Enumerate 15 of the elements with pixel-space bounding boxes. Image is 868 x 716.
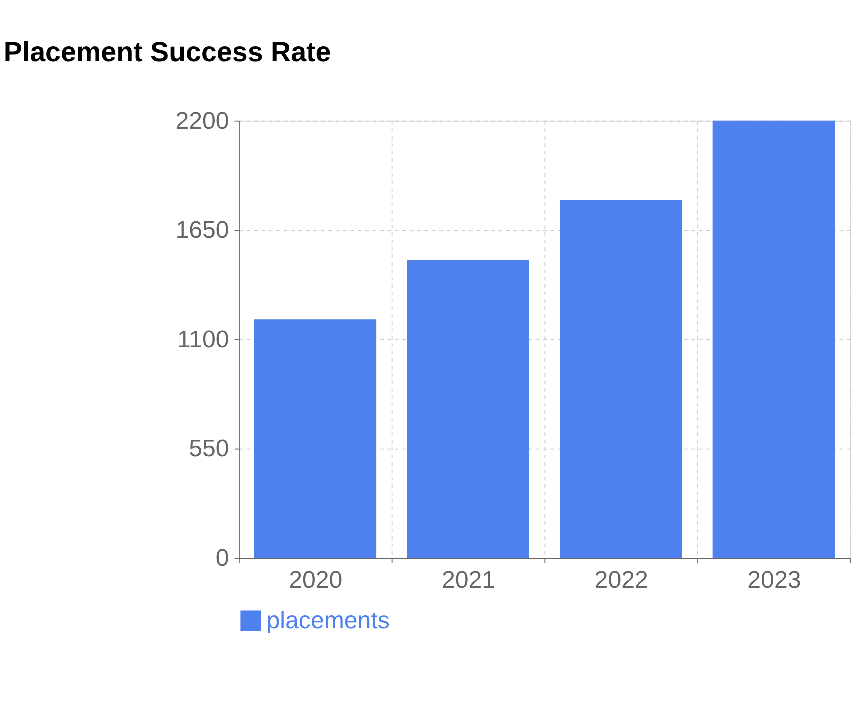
- bar: [560, 200, 682, 558]
- x-tick-label: 2020: [289, 567, 343, 594]
- y-tick-label: 2200: [176, 108, 230, 135]
- x-tick-label: 2023: [748, 567, 802, 594]
- chart-title: Placement Success Rate: [4, 36, 332, 68]
- bar: [712, 120, 836, 558]
- y-tick-label: 0: [216, 545, 230, 572]
- y-tick-label: 550: [189, 436, 230, 463]
- x-tick-label: 2021: [442, 567, 496, 594]
- legend-label: placements: [266, 608, 390, 635]
- y-tick-label: 1650: [176, 217, 230, 244]
- y-tick-label: 1100: [177, 326, 230, 354]
- bar: [254, 320, 377, 558]
- bar: [407, 260, 530, 558]
- x-tick-label: 2022: [594, 567, 648, 594]
